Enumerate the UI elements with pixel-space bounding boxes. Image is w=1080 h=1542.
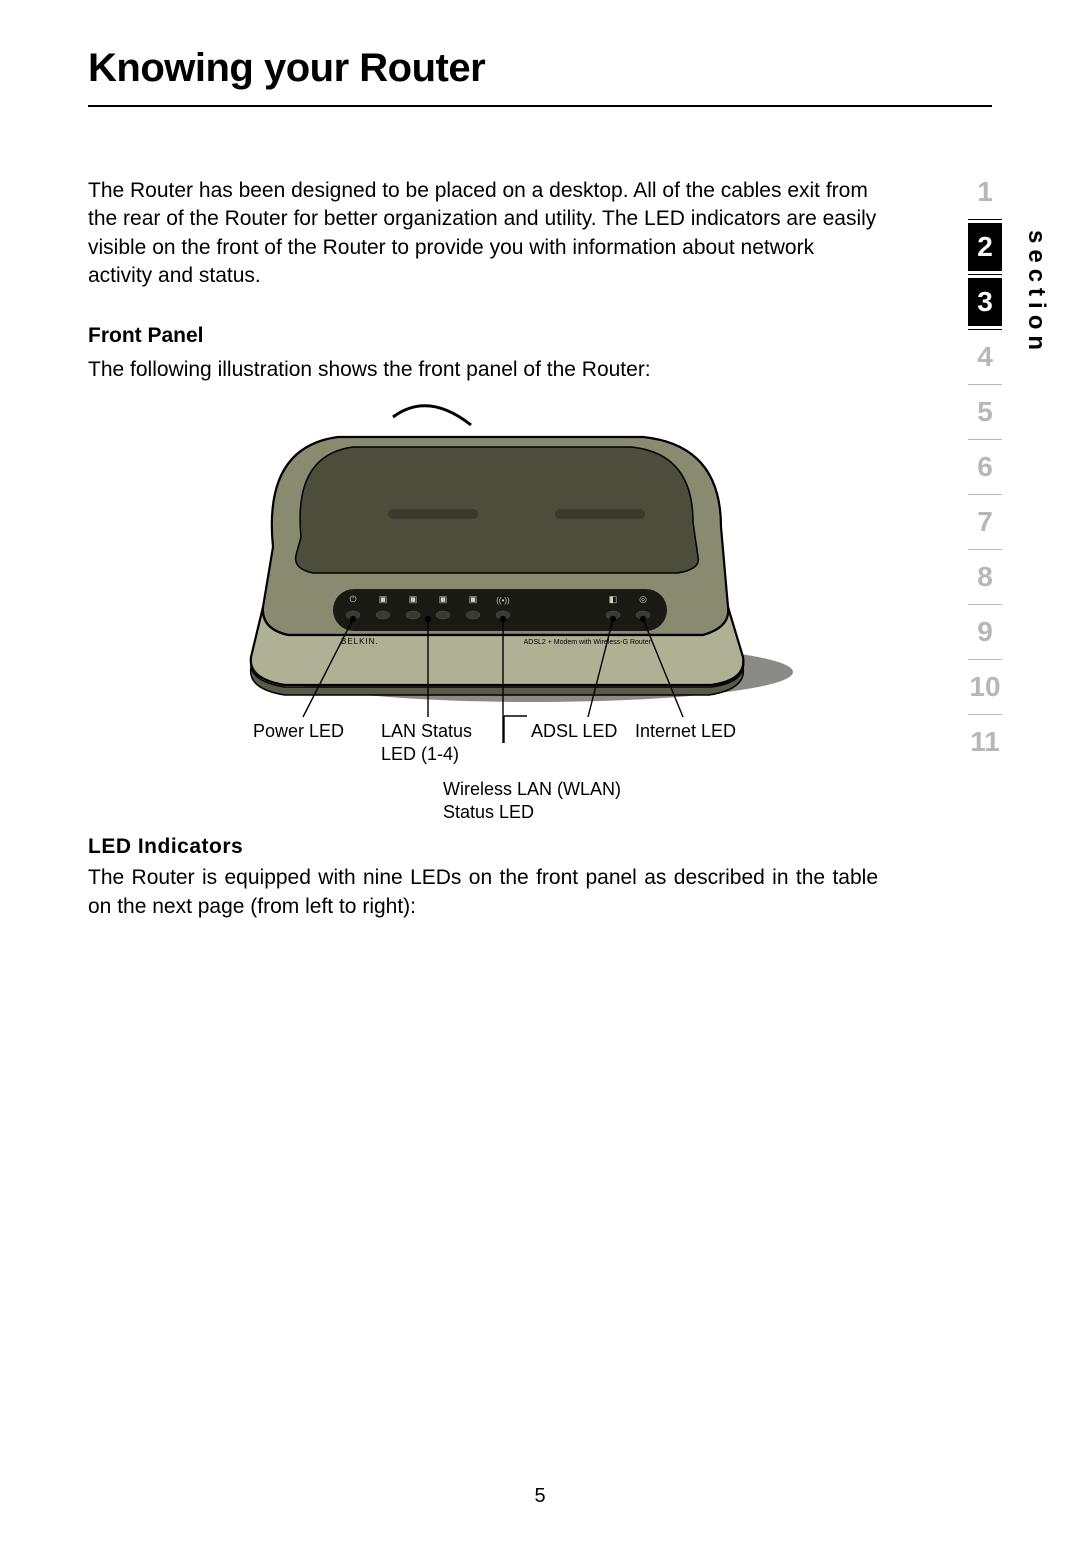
- svg-text:((•)): ((•)): [496, 596, 510, 605]
- callout-wlan1: Wireless LAN (WLAN): [443, 779, 621, 799]
- section-nav-separator: [968, 659, 1002, 660]
- section-nav-item-7[interactable]: 7: [968, 498, 1002, 546]
- main-content: The Router has been designed to be place…: [88, 177, 878, 922]
- section-nav-separator: [968, 494, 1002, 495]
- callout-wlan2: Status LED: [443, 802, 534, 822]
- svg-text:◎: ◎: [639, 594, 647, 604]
- svg-text:▣: ▣: [439, 594, 448, 604]
- section-nav-separator: [968, 384, 1002, 385]
- front-panel-heading: Front Panel: [88, 324, 878, 348]
- section-nav-item-6[interactable]: 6: [968, 443, 1002, 491]
- svg-text:⏻: ⏻: [349, 594, 356, 604]
- section-nav-separator: [968, 549, 1002, 550]
- callout-lan1: LAN Status: [381, 721, 472, 741]
- section-nav-separator: [968, 329, 1002, 330]
- section-label: section: [1022, 230, 1050, 356]
- section-nav-separator: [968, 604, 1002, 605]
- svg-text:◧: ◧: [609, 594, 618, 604]
- section-nav-item-2[interactable]: 2: [968, 223, 1002, 271]
- led-indicators-heading: LED Indicators: [88, 835, 878, 859]
- svg-text:▣: ▣: [409, 594, 418, 604]
- section-nav: section 1234567891011: [950, 168, 1020, 766]
- title-rule: [88, 105, 992, 107]
- callout-power: Power LED: [253, 721, 344, 741]
- callout-lan2: LED (1-4): [381, 744, 459, 764]
- intro-paragraph: The Router has been designed to be place…: [88, 177, 878, 290]
- page-title: Knowing your Router: [88, 46, 992, 91]
- section-nav-separator: [968, 274, 1002, 275]
- section-nav-item-9[interactable]: 9: [968, 608, 1002, 656]
- model-label: ADSL2 + Modem with Wireless-G Router: [524, 639, 652, 646]
- section-nav-separator: [968, 714, 1002, 715]
- callout-adsl: ADSL LED: [531, 721, 617, 741]
- brand-label: BELKIN.: [341, 637, 379, 646]
- page-number: 5: [0, 1485, 1080, 1508]
- led-indicators-text: The Router is equipped with nine LEDs on…: [88, 863, 878, 922]
- section-nav-item-8[interactable]: 8: [968, 553, 1002, 601]
- section-nav-item-1[interactable]: 1: [968, 168, 1002, 216]
- section-nav-item-11[interactable]: 11: [968, 718, 1002, 766]
- section-nav-item-4[interactable]: 4: [968, 333, 1002, 381]
- section-nav-item-5[interactable]: 5: [968, 388, 1002, 436]
- section-nav-separator: [968, 439, 1002, 440]
- svg-text:▣: ▣: [469, 594, 478, 604]
- callout-internet: Internet LED: [635, 721, 736, 741]
- router-figure: ⏻ ▣ ▣ ▣ ▣ ((•)) ◧ ◎: [88, 397, 878, 827]
- section-nav-item-10[interactable]: 10: [968, 663, 1002, 711]
- section-nav-separator: [968, 219, 1002, 220]
- front-panel-text: The following illustration shows the fro…: [88, 356, 878, 384]
- svg-text:▣: ▣: [379, 594, 388, 604]
- section-nav-item-3[interactable]: 3: [968, 278, 1002, 326]
